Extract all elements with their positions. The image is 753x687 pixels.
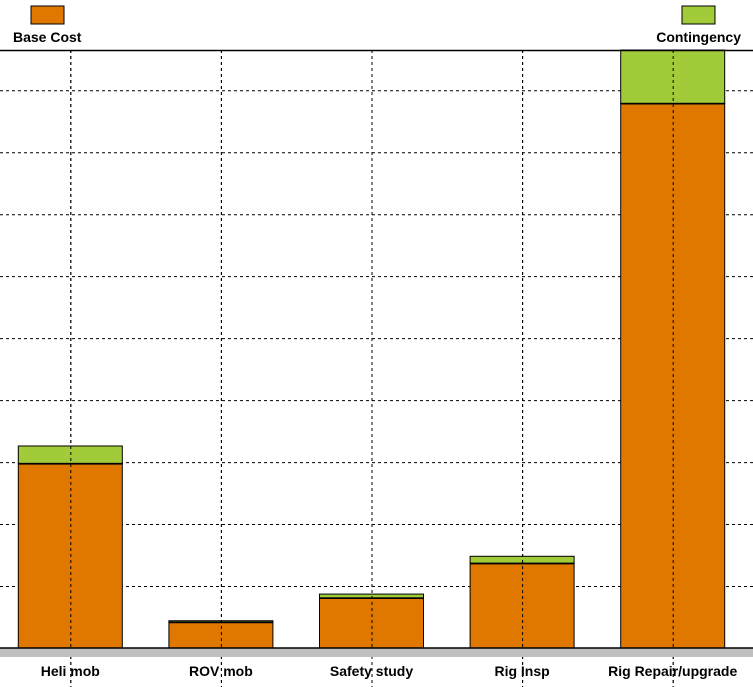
x-tick-label: Heli mob xyxy=(41,663,100,679)
x-axis-floor xyxy=(0,648,753,657)
bar-base-cost xyxy=(469,562,575,649)
x-tick-label: Rig Repair/upgrade xyxy=(608,663,737,679)
legend-label-base-cost: Base Cost xyxy=(13,29,82,45)
legend-label-contingency: Contingency xyxy=(656,29,741,45)
x-tick-label: ROV mob xyxy=(189,663,253,679)
legend-swatch-contingency xyxy=(681,5,716,25)
x-tick-label: Safety study xyxy=(330,663,413,679)
legend-swatch-base-cost xyxy=(30,5,65,25)
x-tick-label: Rig Insp xyxy=(494,663,549,679)
